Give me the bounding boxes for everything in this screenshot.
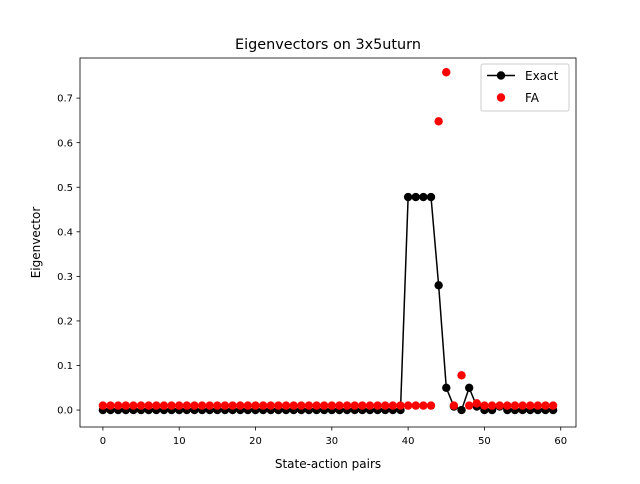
series-exact-point xyxy=(419,192,428,202)
series-fa-point xyxy=(419,401,428,410)
series-fa-point xyxy=(243,401,253,410)
series-fa-point xyxy=(129,401,138,410)
series-fa-point xyxy=(281,401,291,410)
series-fa-point xyxy=(442,68,451,77)
series-exact-point xyxy=(464,383,474,392)
y-tick-label: 0.6 xyxy=(57,138,73,149)
series-fa-point xyxy=(381,401,390,410)
series-fa-point xyxy=(213,401,222,410)
y-tick-label: 0.0 xyxy=(57,406,73,417)
series-fa-point xyxy=(289,401,298,410)
series-fa-point xyxy=(182,401,192,410)
x-tick-label: 20 xyxy=(249,436,262,447)
series-fa-point xyxy=(403,401,413,410)
series-fa-point xyxy=(548,401,558,410)
series-fa-point xyxy=(335,401,344,410)
series-fa-point xyxy=(297,401,306,410)
series-fa-point xyxy=(236,401,245,410)
chart-title: Eigenvectors on 3x5uturn xyxy=(235,37,421,53)
series-fa-point xyxy=(98,401,108,410)
legend-fa-label: FA xyxy=(525,91,540,105)
series-fa-point xyxy=(159,401,169,410)
series-fa-point xyxy=(251,401,260,410)
y-tick-label: 0.1 xyxy=(57,361,73,372)
series-fa-point xyxy=(373,401,382,410)
series-fa-point xyxy=(472,399,481,408)
x-tick-label: 30 xyxy=(325,436,338,447)
series-fa-point xyxy=(228,401,237,410)
series-fa-point xyxy=(121,401,130,410)
x-tick-label: 50 xyxy=(478,436,491,447)
y-tick-label: 0.4 xyxy=(57,227,73,238)
series-fa-point xyxy=(495,401,504,410)
y-tick-label: 0.5 xyxy=(57,183,73,194)
legend: Exact FA xyxy=(480,63,570,112)
series-fa-point xyxy=(258,401,268,410)
series-exact-point xyxy=(426,192,436,202)
series-exact-point xyxy=(434,281,443,290)
series-fa-point xyxy=(113,401,123,410)
x-tick-label: 10 xyxy=(173,436,186,447)
plot-area xyxy=(80,58,576,427)
series-fa-point xyxy=(480,401,489,410)
plot-frame xyxy=(79,57,577,428)
series-fa-point xyxy=(388,401,398,410)
series-fa-point xyxy=(197,401,207,410)
legend-exact-marker xyxy=(496,71,506,80)
series-fa-point xyxy=(144,401,153,410)
series-fa-point xyxy=(518,401,527,410)
series-fa-point xyxy=(503,401,512,410)
series-fa-point xyxy=(541,401,550,410)
series-fa-point xyxy=(327,401,337,410)
series-fa-point xyxy=(319,401,329,410)
legend-exact-label: Exact xyxy=(525,69,559,83)
series-exact-point xyxy=(442,383,451,392)
series-fa-point xyxy=(152,401,161,410)
series-fa-point xyxy=(411,401,420,410)
series-fa-point xyxy=(449,401,459,410)
y-axis-label: Eigenvector xyxy=(29,207,43,279)
series-fa-point xyxy=(205,401,214,410)
series-fa-point xyxy=(312,401,321,410)
series-fa-point xyxy=(464,401,474,410)
series-exact-point xyxy=(457,405,466,415)
series-fa-point xyxy=(342,401,352,410)
series-fa-point xyxy=(434,117,443,126)
x-tick-label: 60 xyxy=(554,436,567,447)
series-fa-point xyxy=(358,401,367,410)
series-fa-point xyxy=(365,401,375,410)
series-fa-point xyxy=(510,401,520,410)
series-fa-point xyxy=(487,401,497,410)
legend-fa-marker xyxy=(496,93,506,102)
series-layer xyxy=(98,68,558,415)
series-fa-point xyxy=(457,371,466,380)
x-tick-label: 40 xyxy=(402,436,415,447)
y-tick-label: 0.7 xyxy=(57,94,73,105)
y-tick-label: 0.3 xyxy=(57,272,73,283)
series-fa-point xyxy=(426,401,436,410)
x-axis-label: State-action pairs xyxy=(275,457,381,471)
series-exact-point xyxy=(411,192,420,202)
series-fa-point xyxy=(190,401,199,410)
series-fa-point xyxy=(533,401,543,410)
axes-layer: 0 10 20 30 40 50 60 0.0 0.1 0.2 0.3 0.4 0.5 0.6 0.7 xyxy=(57,94,567,447)
series-fa-point xyxy=(350,401,359,410)
series-fa-point xyxy=(167,401,176,410)
series-fa-point xyxy=(266,401,275,410)
series-fa-point xyxy=(175,401,184,410)
series-fa-point xyxy=(304,401,314,410)
series-fa-point xyxy=(106,401,115,410)
y-tick-label: 0.2 xyxy=(57,317,73,328)
series-fa-point xyxy=(274,401,283,410)
series-fa-point xyxy=(220,401,230,410)
x-tick-label: 0 xyxy=(100,436,106,447)
series-fa-point xyxy=(136,401,146,410)
series-fa-point xyxy=(396,401,405,410)
series-fa-point xyxy=(526,401,535,410)
series-exact-point xyxy=(403,192,413,202)
